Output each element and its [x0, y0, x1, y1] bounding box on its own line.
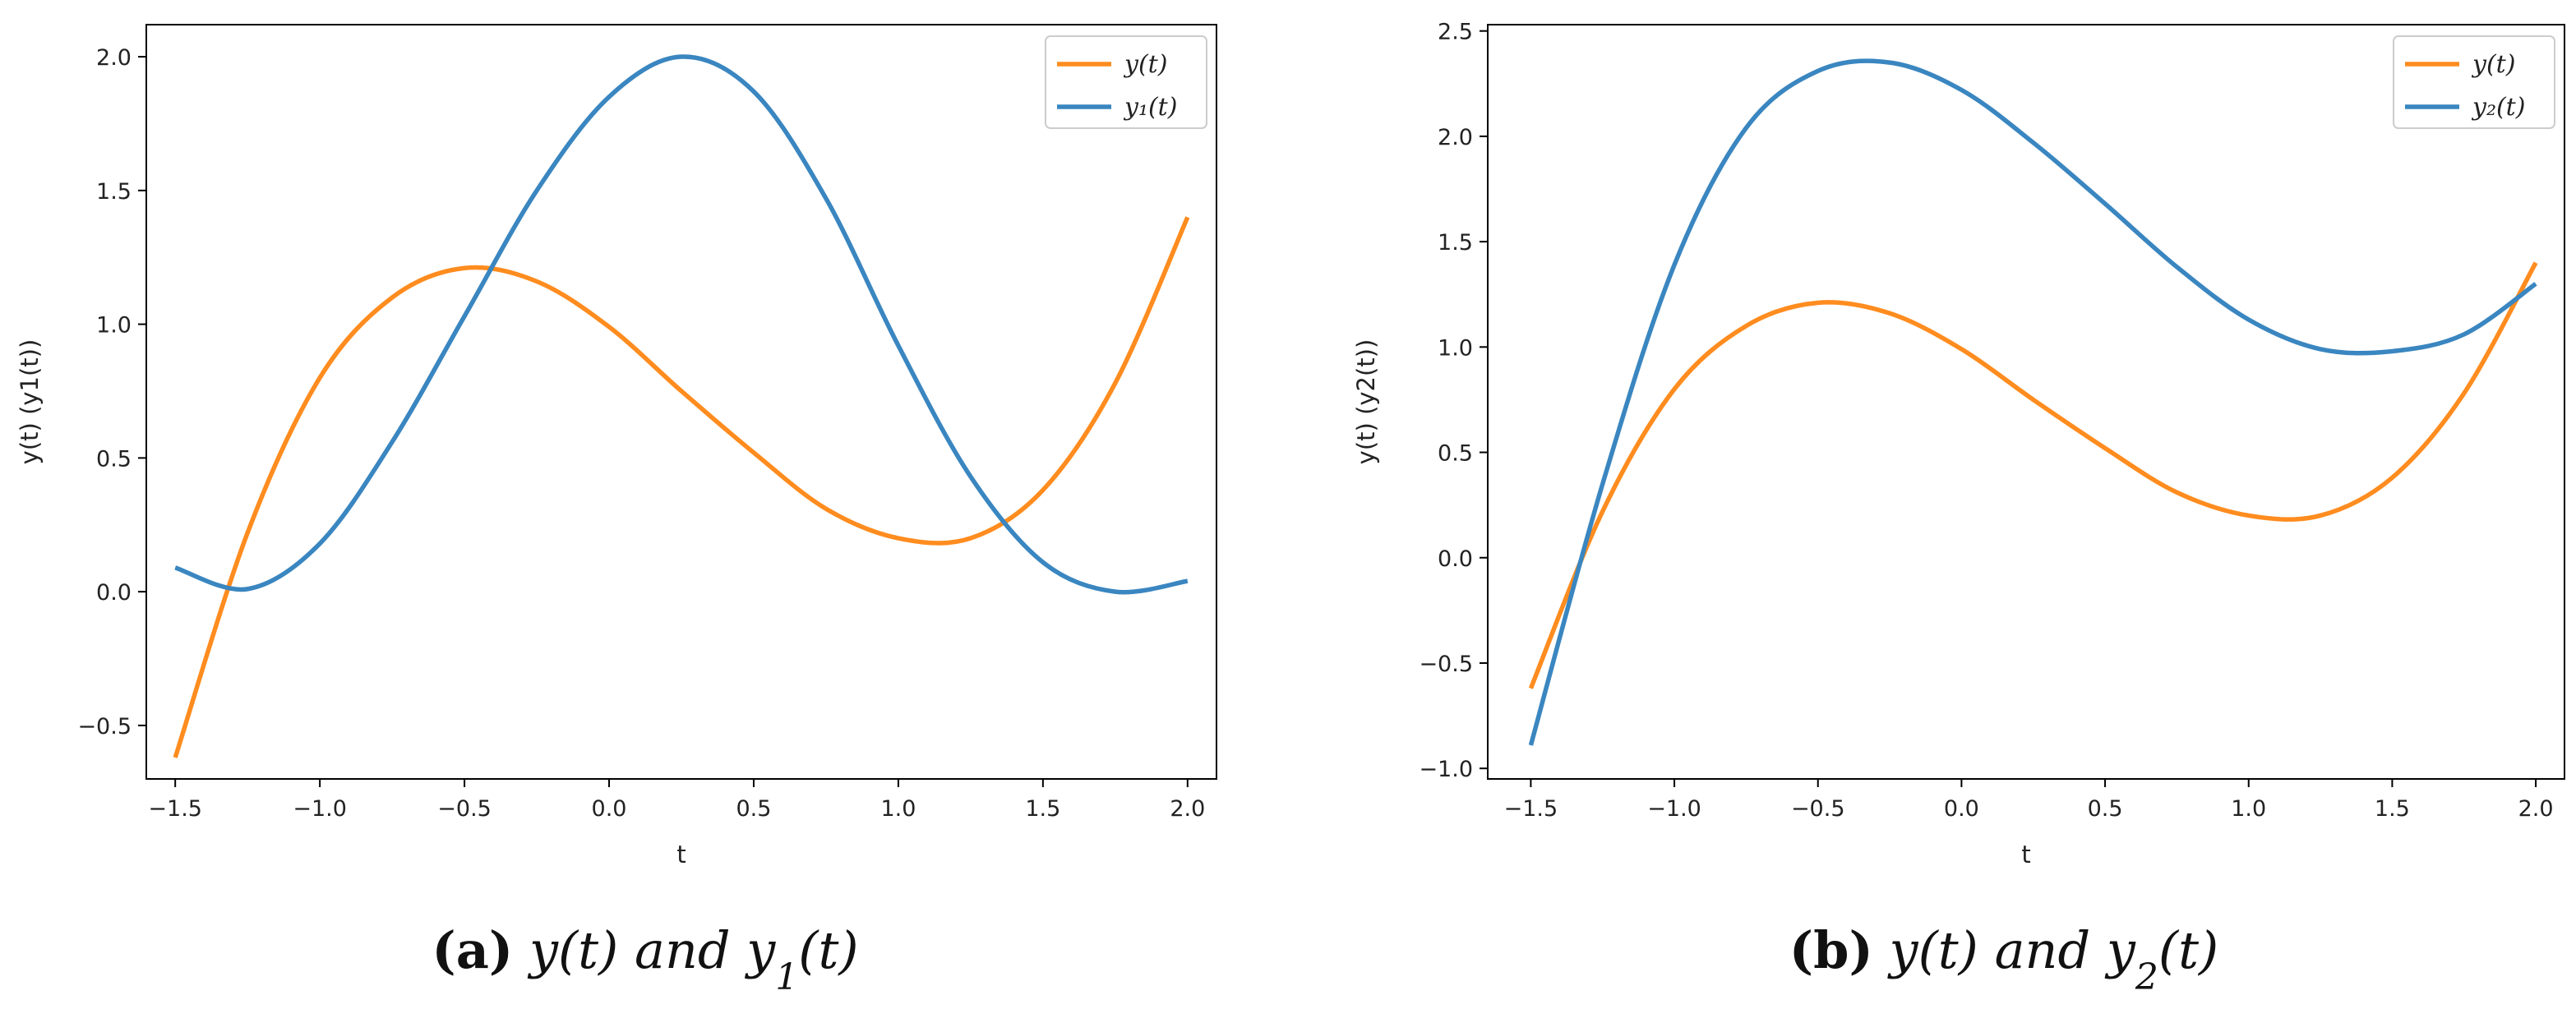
panel-b-xtick-label: 1.5: [2375, 796, 2410, 822]
panel-b-xtick-label: −1.0: [1647, 796, 1701, 822]
panel-b-xlabel: t: [2021, 841, 2030, 868]
panel-a-ytick-label: 1.5: [96, 179, 132, 205]
panel-a-xtick-label: −0.5: [437, 796, 492, 822]
panel-b-xtick-label: 0.5: [2088, 796, 2123, 822]
panel-b-ytick-label: 2.0: [1438, 125, 1473, 150]
panel-b-xtick-label: 1.0: [2231, 796, 2266, 822]
panel-a-xtick-label: 0.5: [736, 796, 771, 822]
panel-b-ytick-label: 2.5: [1438, 20, 1473, 45]
panel-a-ytick-label: 1.0: [96, 313, 132, 339]
panel-b-xtick-label: 2.0: [2518, 796, 2554, 822]
panel-b-series-y-line: [1528, 261, 2538, 689]
panel-b-chart: −1.5 −1.0 −0.5 0.0 0.5 1.0 1.5 2.0 −1.0 −0.5 0.0 0.…: [1352, 20, 2565, 868]
panel-a-ytick-label: 0.0: [96, 580, 132, 606]
panel-a-xtick-label: 1.5: [1025, 796, 1060, 822]
panel-b-ylabel: y(t) (y2(t)): [1352, 339, 1380, 465]
panel-a-axes-frame: [145, 24, 1217, 780]
panel-b-legend-label: y(t): [2471, 50, 2515, 79]
panel-b-axes-frame: [1487, 24, 2565, 780]
panel-a-xtick-label: 1.0: [880, 796, 916, 822]
panel-b-ytick-label: 0.0: [1438, 546, 1473, 572]
panel-a-xtick-label: 0.0: [592, 796, 627, 822]
caption-b: (b) y(t) and y2(t): [1789, 920, 2218, 998]
panel-b-xtick-label: −1.5: [1504, 796, 1558, 822]
panel-a-xtick-label: −1.0: [293, 796, 347, 822]
panel-b-legend-label: y₂(t): [2471, 93, 2525, 122]
panel-b-ytick-label: 1.0: [1438, 335, 1473, 361]
panel-a-ytick-label: 2.0: [96, 45, 132, 71]
panel-a-legend-label: y₁(t): [1123, 93, 1177, 122]
panel-a-ytick-label: 0.5: [96, 446, 132, 472]
panel-a-chart: −1.5 −1.0 −0.5 0.0 0.5 1.0 1.5 2.0 −0.5 0.0 0.5 1.0…: [16, 24, 1217, 868]
panel-a-series-y-line: [173, 216, 1190, 758]
panel-a-ytick-label: −0.5: [77, 714, 132, 739]
panel-b-series-y2-line: [1528, 58, 2537, 746]
panel-b-xtick-label: 0.0: [1944, 796, 1979, 822]
panel-a-ylabel: y(t) (y1(t)): [16, 339, 44, 465]
caption-a: (a) y(t) and y1(t): [432, 920, 858, 998]
panel-b-xtick-label: −0.5: [1791, 796, 1845, 822]
panel-a-series-y1-line: [174, 54, 1189, 595]
panel-b-ytick-label: 1.5: [1438, 230, 1473, 256]
panel-b-ytick-label: 0.5: [1438, 441, 1473, 467]
panel-a-legend-label: y(t): [1123, 50, 1167, 79]
panel-a-xlabel: t: [676, 841, 686, 868]
panel-b-ytick-label: −0.5: [1419, 652, 1473, 677]
panel-b-ytick-label: −1.0: [1419, 757, 1473, 782]
panel-a-xtick-label: −1.5: [148, 796, 202, 822]
panel-a-xtick-label: 2.0: [1170, 796, 1205, 822]
